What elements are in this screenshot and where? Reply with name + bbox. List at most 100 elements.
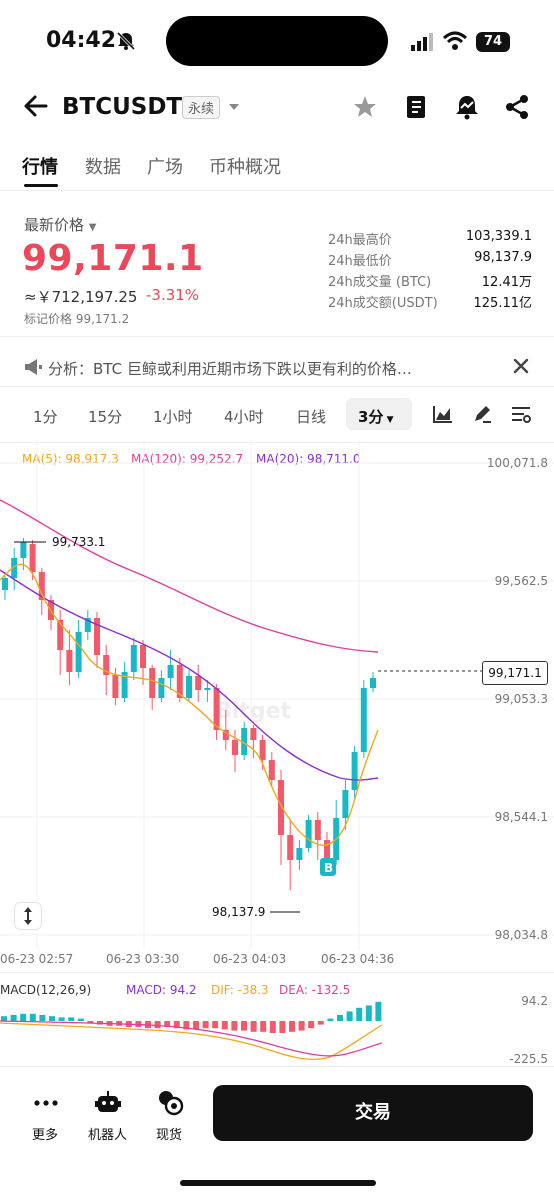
more-label[interactable]: 更多 xyxy=(32,1128,59,1143)
candle-body xyxy=(324,840,330,860)
latest-price-label-text: 最新价格 xyxy=(24,216,85,234)
buy-marker[interactable] xyxy=(320,858,336,876)
symbol-title[interactable]: BTCUSDT xyxy=(62,94,183,120)
analysis-banner-text[interactable]: 分析：BTC 巨鲸或利用近期市场下跌以更有利的价格… xyxy=(48,360,412,378)
candle-body xyxy=(296,848,303,860)
tab-market[interactable]: 行情 xyxy=(22,157,58,178)
stat-value: 98,137.9 xyxy=(474,250,532,265)
x-tick: 06-23 03:30 xyxy=(106,952,180,966)
y-tick: 98,544.1 xyxy=(494,810,548,824)
chevron-down-icon[interactable] xyxy=(228,102,240,112)
macd-bar xyxy=(375,1001,382,1021)
bell-muted-icon xyxy=(116,31,136,51)
macd-bar xyxy=(49,1016,55,1021)
candle-body xyxy=(314,820,321,840)
tab-square[interactable]: 广场 xyxy=(147,157,183,178)
macd-bar xyxy=(317,1021,324,1025)
candle-body xyxy=(360,688,367,752)
macd-bar xyxy=(39,1015,46,1021)
candlestick-chart[interactable]: Bitget B xyxy=(0,440,554,950)
x-tick: 06-23 04:36 xyxy=(321,952,395,966)
price-alert-bell-icon[interactable] xyxy=(454,94,480,120)
candle-body xyxy=(287,835,294,860)
candle-body xyxy=(351,752,358,790)
candle-body xyxy=(38,572,45,600)
candle-body xyxy=(130,645,137,672)
last-price: 99,171.1 xyxy=(22,238,204,279)
candle-body xyxy=(2,578,8,590)
candle-body xyxy=(11,558,18,578)
timeframe-1m[interactable]: 1分 xyxy=(33,408,58,426)
candle-body xyxy=(158,678,165,698)
divider xyxy=(0,972,554,973)
divider xyxy=(0,386,554,387)
divider xyxy=(0,1066,554,1067)
macd-bar xyxy=(154,1021,161,1029)
spot-label[interactable]: 现货 xyxy=(156,1128,183,1143)
candle-body xyxy=(250,728,257,740)
candle-body xyxy=(75,632,82,672)
timeframe-1h[interactable]: 1小时 xyxy=(153,408,193,426)
stat-label: 24h成交量 (BTC) xyxy=(328,275,432,290)
battery-indicator: 74 xyxy=(476,32,510,52)
more-button[interactable] xyxy=(30,1090,62,1116)
timeframe-3m[interactable]: 3分 ▼ xyxy=(358,406,394,427)
y-tick: 99,053.3 xyxy=(494,692,548,706)
macd-bar xyxy=(250,1021,257,1032)
tab-coin-overview[interactable]: 币种概况 xyxy=(209,157,281,178)
macd-bar xyxy=(346,1011,353,1021)
candle-body xyxy=(213,688,220,730)
candle-body xyxy=(94,618,100,655)
chart-type-icon[interactable] xyxy=(432,404,454,424)
expand-chart-button[interactable] xyxy=(14,902,42,930)
draw-pen-icon[interactable] xyxy=(471,403,493,425)
timeframe-15m[interactable]: 15分 xyxy=(88,408,123,426)
indicator-settings-icon[interactable] xyxy=(510,404,532,424)
close-icon[interactable] xyxy=(512,357,530,375)
spot-coins-icon[interactable] xyxy=(156,1088,184,1116)
star-icon[interactable] xyxy=(352,94,378,120)
dynamic-island xyxy=(166,16,388,66)
share-icon[interactable] xyxy=(504,94,530,120)
macd-bar xyxy=(221,1021,228,1030)
candle-body xyxy=(140,645,146,668)
notebook-icon[interactable] xyxy=(404,94,428,120)
macd-value: MACD: 94.2 xyxy=(126,983,197,997)
candle-body xyxy=(232,740,238,755)
macd-bar xyxy=(356,1007,363,1021)
dif-line xyxy=(0,1022,383,1060)
macd-bar xyxy=(68,1017,75,1021)
last-price-tag: 99,171.1 xyxy=(482,661,548,685)
status-time: 04:42 xyxy=(46,28,117,53)
stat-label: 24h成交额(USDT) xyxy=(328,296,438,311)
macd-bar xyxy=(1,1016,7,1021)
candle-body xyxy=(241,728,248,755)
macd-bar xyxy=(298,1021,305,1031)
timeframe-3m-label: 3分 xyxy=(358,408,384,426)
timeframe-1d[interactable]: 日线 xyxy=(296,408,327,426)
timeframe-4h[interactable]: 4小时 xyxy=(224,408,264,426)
macd-y-bottom: -225.5 xyxy=(509,1052,548,1066)
macd-bar xyxy=(289,1021,295,1032)
macd-bar xyxy=(202,1021,209,1029)
tab-data[interactable]: 数据 xyxy=(85,157,121,178)
candle-body xyxy=(103,655,110,675)
back-arrow-icon[interactable] xyxy=(22,92,50,120)
macd-bar xyxy=(173,1021,180,1029)
robot-icon[interactable] xyxy=(94,1088,122,1116)
candle-body xyxy=(20,542,27,558)
y-tick: 100,071.8 xyxy=(486,456,548,470)
candle-body xyxy=(268,760,275,780)
latest-price-label[interactable]: 最新价格 ▼ xyxy=(24,214,97,235)
macd-bar xyxy=(231,1021,238,1031)
bot-label[interactable]: 机器人 xyxy=(88,1128,128,1143)
macd-bar xyxy=(260,1021,267,1032)
vertical-expand-icon xyxy=(24,907,32,925)
macd-bar xyxy=(269,1021,276,1033)
active-tab-indicator xyxy=(24,184,58,187)
candle-body xyxy=(278,780,284,835)
trade-button[interactable]: 交易 xyxy=(213,1085,533,1141)
candle-body xyxy=(112,675,119,698)
candle-body xyxy=(186,676,192,698)
macd-bar xyxy=(279,1021,286,1033)
